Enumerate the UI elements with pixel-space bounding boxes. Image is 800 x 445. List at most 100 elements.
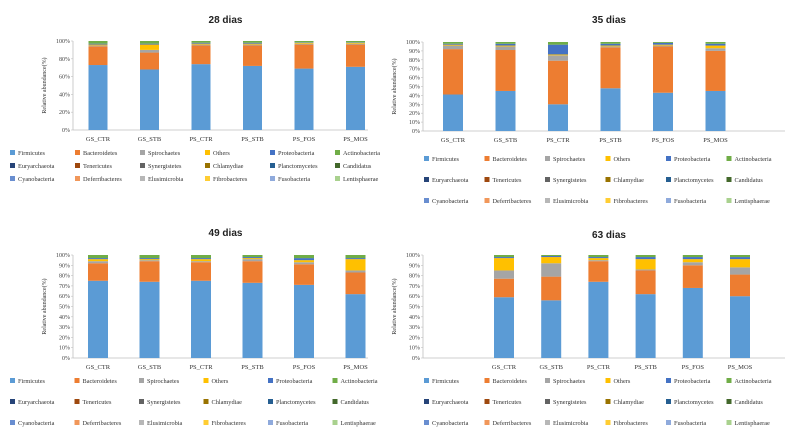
legend-swatch: [332, 420, 338, 425]
bar-segment-spirochaetes: [600, 46, 621, 48]
legend-label: Fusobacteria: [278, 176, 310, 183]
legend-swatch: [335, 163, 340, 168]
y-tick-label: 40%: [409, 93, 420, 99]
bar-segment-bacteroidetes: [139, 261, 160, 282]
y-tick-label: 80%: [409, 274, 420, 280]
x-category-label: PS_FOS: [293, 136, 316, 143]
y-tick-label: 0%: [412, 356, 420, 362]
legend: Firmicutes Bacteroidetes Spirochaetes Other…: [10, 378, 378, 427]
legend-swatch: [484, 156, 490, 161]
legend-swatch: [726, 420, 732, 425]
legend: Firmicutes Bacteroidetes Spirochaetes Other…: [10, 150, 380, 183]
y-tick-label: 40%: [59, 315, 70, 321]
bar-segment-bacteroidetes: [294, 44, 314, 69]
bar-segment-actinobacteria: [705, 42, 726, 44]
legend-swatch: [10, 399, 15, 404]
bar-segment-others: [140, 44, 159, 50]
bar-segment-firmicutes: [682, 287, 703, 358]
bar-segment-proteobacteria: [600, 43, 621, 46]
bar-segment-others: [88, 44, 108, 46]
bar-segment-others: [588, 258, 609, 261]
bar-segment-proteobacteria: [730, 257, 750, 260]
legend-swatch: [726, 399, 732, 404]
y-tick-label: 20%: [409, 111, 420, 117]
legend-label: Lentisphaerae: [735, 198, 771, 205]
legend-label: Synergistetes: [148, 163, 182, 170]
bar-segment-spirochaetes: [495, 46, 516, 51]
bar-segment-spirochaetes: [346, 43, 365, 45]
legend-label: Lentisphaerae: [341, 420, 377, 427]
legend-label: Deferribacteres: [83, 420, 122, 427]
bar-segment-actinobacteria: [682, 255, 703, 258]
x-category-label: PS_STB: [241, 364, 264, 371]
bar-segment-spirochaetes: [88, 45, 108, 47]
y-tick-label: 60%: [59, 294, 70, 300]
bar-segment-bacteroidetes: [653, 46, 673, 93]
bar-segment-actinobacteria: [88, 255, 108, 259]
y-tick-label: 30%: [409, 325, 420, 331]
y-axis-label: Relative abundance(%): [41, 57, 48, 113]
legend-label: Tenericutes: [493, 399, 522, 406]
legend-swatch: [605, 420, 611, 425]
bar-segment-others: [653, 44, 673, 46]
legend-swatch: [545, 399, 550, 404]
y-tick-label: 70%: [59, 284, 70, 290]
bar-segment-firmicutes: [140, 69, 159, 130]
legend-swatch: [666, 420, 671, 425]
x-category-label: PS_CTR: [189, 136, 213, 143]
chart-panel-2: 35 dias 0% 10% 20% 30% 40% 50% 60% 70% 80% 90% 100%…: [391, 15, 785, 205]
bar-segment-others: [345, 259, 366, 271]
bar-segment-firmicutes: [139, 281, 160, 358]
chart-panel-3: 49 dias 0% 10% 20% 30% 40% 50% 60% 70% 80% 90% 100%…: [10, 228, 378, 427]
legend-swatch: [10, 378, 15, 383]
bar-segment-actinobacteria: [346, 41, 365, 43]
legend-label: Bacteroidetes: [493, 378, 528, 385]
legend: Firmicutes Bacteroidetes Spirochaetes Other…: [424, 378, 772, 427]
y-tick-label: 50%: [59, 305, 70, 311]
legend-swatch: [10, 163, 15, 168]
bar-segment-bacteroidetes: [294, 264, 314, 285]
legend-swatch: [270, 150, 275, 155]
bar-segment-proteobacteria: [541, 256, 562, 258]
legend-swatch: [75, 176, 80, 181]
legend-label: Actinobacteria: [735, 378, 772, 385]
bar-segment-bacteroidetes: [88, 263, 108, 281]
bar-segment-others: [635, 259, 656, 270]
bar-segment-firmicutes: [346, 66, 365, 130]
bar-segment-actinobacteria: [243, 41, 262, 43]
bar-segment-firmicutes: [653, 92, 673, 131]
bar-segment-others: [191, 43, 211, 45]
bar-segment-actinobacteria: [635, 255, 656, 258]
y-tick-label: 80%: [59, 274, 70, 280]
bar-segment-bacteroidetes: [345, 272, 366, 295]
y-tick-label: 60%: [409, 76, 420, 82]
legend-swatch: [605, 156, 611, 161]
bar-segment-proteobacteria: [682, 257, 703, 260]
bar-segment-spirochaetes: [345, 270, 366, 273]
bar-segment-others: [682, 259, 703, 263]
legend-label: Synergistetes: [147, 399, 181, 406]
legend-label: Lentisphaerae: [343, 176, 379, 183]
y-axis-label: Relative abundance(%): [391, 58, 398, 114]
bar-segment-spirochaetes: [191, 261, 211, 263]
bar-segment-spirochaetes: [243, 44, 262, 46]
bar-segment-proteobacteria: [653, 42, 673, 45]
bar-segment-firmicutes: [242, 282, 263, 358]
legend-label: Others: [614, 156, 631, 163]
bar-segment-spirochaetes: [541, 263, 562, 277]
legend-label: Proteobacteria: [276, 378, 313, 385]
bar-segment-actinobacteria: [88, 41, 108, 44]
bar-segment-firmicutes: [635, 294, 656, 358]
y-tick-label: 70%: [409, 284, 420, 290]
bar-segment-others: [705, 45, 726, 49]
y-tick-label: 20%: [59, 335, 70, 341]
legend-swatch: [205, 163, 210, 168]
x-category-label: GS_CTR: [441, 137, 466, 144]
bar-segment-proteobacteria: [588, 257, 609, 259]
legend-label: Actinobacteria: [341, 378, 378, 385]
y-tick-label: 60%: [59, 75, 70, 81]
legend-label: Deferribacteres: [493, 420, 532, 427]
bar-segment-others: [294, 260, 314, 263]
legend-label: Chlamydiae: [213, 163, 244, 170]
legend-label: Others: [213, 150, 230, 157]
